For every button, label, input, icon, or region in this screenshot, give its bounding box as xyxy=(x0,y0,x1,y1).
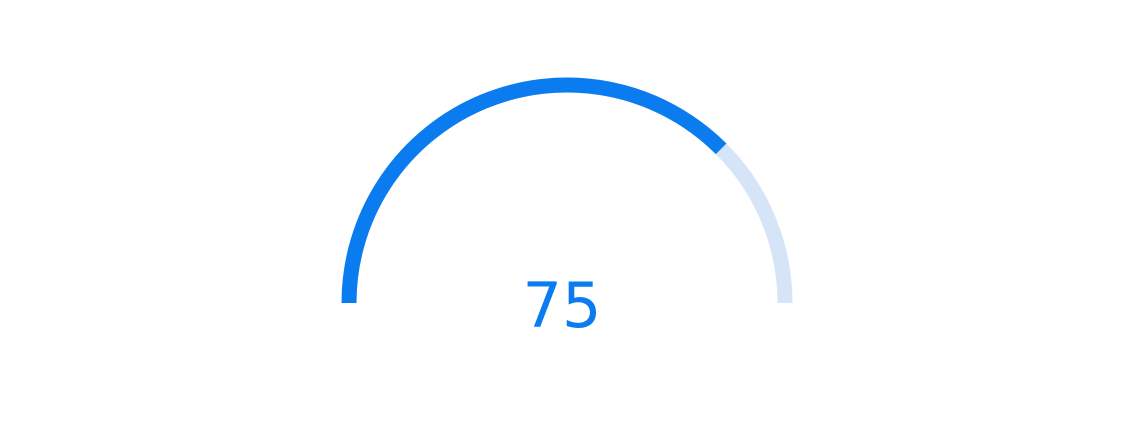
gauge-value-label: 75 xyxy=(522,269,602,342)
gauge-progress-arc xyxy=(341,77,727,304)
